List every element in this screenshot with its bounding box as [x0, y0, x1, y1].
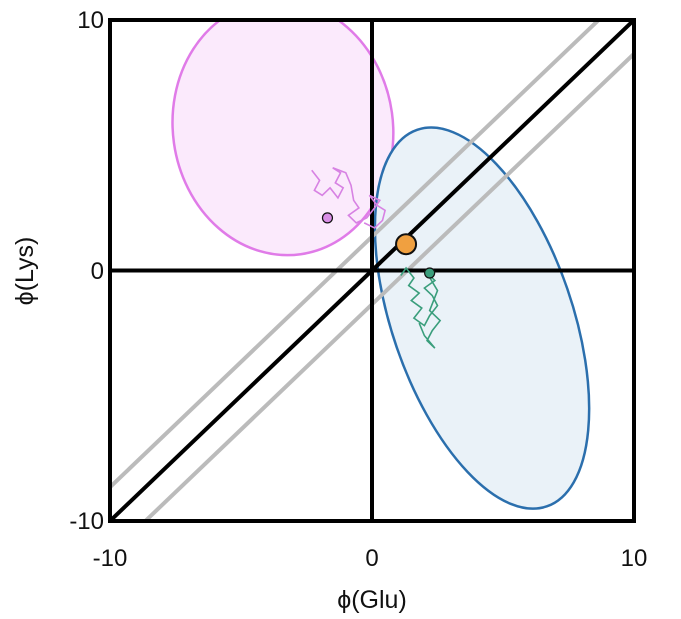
plot-frame — [108, 18, 636, 523]
glu-point — [424, 267, 436, 279]
y-tick-label: 0 — [91, 258, 104, 285]
x-axis-label: ϕ(Glu) — [337, 586, 407, 614]
lys-basin-ellipse — [373, 126, 591, 510]
lys-trajectory — [311, 167, 387, 229]
y-tick-label: -10 — [69, 508, 104, 535]
x-tick-label: 10 — [621, 545, 648, 572]
fixed-point — [395, 233, 418, 256]
glu-basin-ellipse — [171, 20, 395, 257]
lys-point — [321, 212, 334, 224]
y-tick-label: 10 — [77, 7, 104, 34]
y-axis-label: ϕ(Lys) — [11, 237, 39, 306]
x-tick-label: 0 — [365, 545, 378, 572]
x-tick-label: -10 — [93, 545, 128, 572]
glu-trajectory — [400, 266, 442, 349]
